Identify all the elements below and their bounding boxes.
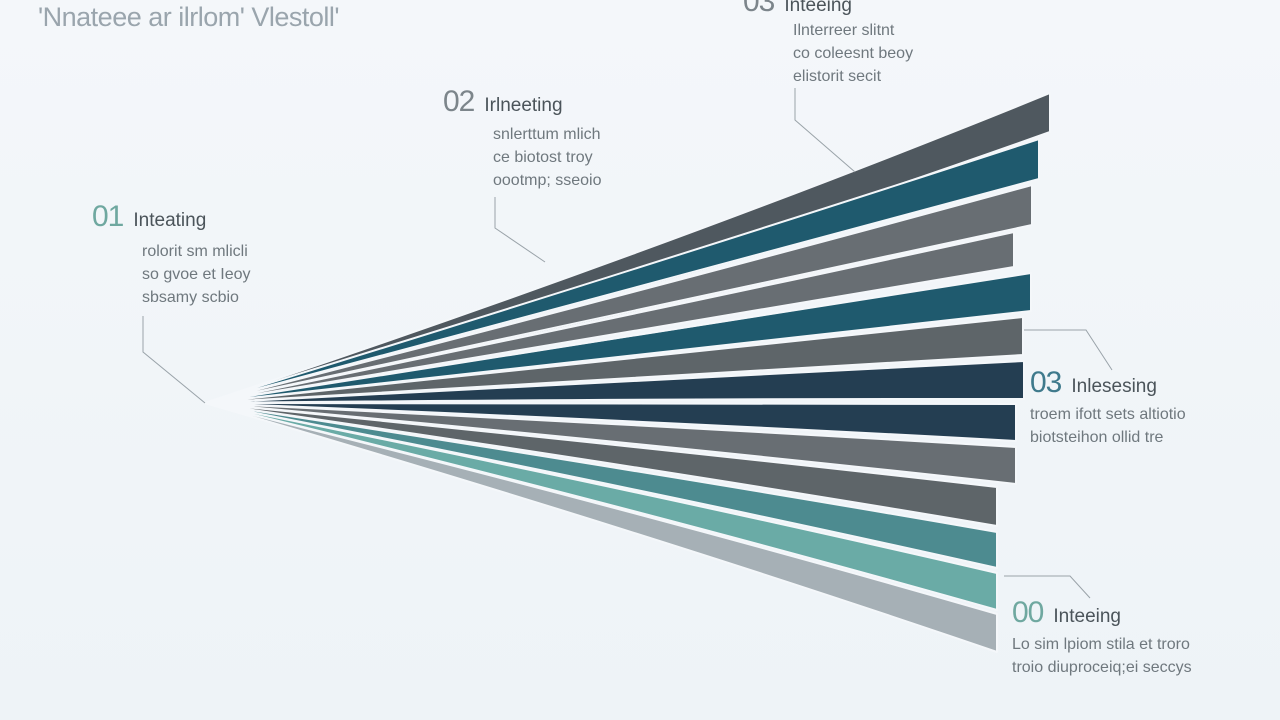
callout-heading: Inteeing (1053, 606, 1121, 627)
callout-number: 00 (1012, 596, 1044, 629)
callout-line: elistorit secit (793, 68, 882, 85)
callout-heading: Inteeing (784, 0, 852, 16)
callout-body: Lo sim lpiom stila et troro troio diupro… (1012, 633, 1192, 679)
fan-band (204, 402, 998, 569)
leader-line (1024, 329, 1113, 371)
callout-line: Ilnterreer slitnt (793, 22, 895, 39)
callout-top: 03 Inteeing Ilnterreer slitnt co coleesnt… (743, 0, 913, 88)
fan-band (204, 402, 1017, 485)
callout-02: 02 Irlneeting snlerttum mlich ce biotost … (443, 85, 602, 192)
leader-line (494, 197, 546, 263)
leader-line (794, 88, 856, 173)
callout-03: 03 Inlesesing troem ifott sets altiotio b… (1030, 366, 1186, 449)
callout-line: Lo sim lpiom stila et troro (1012, 636, 1190, 653)
fan-band (204, 401, 1017, 442)
leader-line (1004, 575, 1091, 599)
callout-number: 01 (92, 200, 124, 233)
callout-heading: Irlneeting (484, 95, 563, 116)
callout-number: 02 (443, 85, 475, 118)
callout-body: troem ifott sets altiotio biotsteihon ol… (1030, 403, 1186, 449)
callout-line: sbsamy scbio (142, 289, 239, 306)
callout-line: so gvoe et Ieoy (142, 266, 251, 283)
fan-band (204, 402, 998, 527)
callout-body: Ilnterreer slitnt co coleesnt beoy elist… (793, 19, 913, 88)
fan-band (204, 272, 1032, 404)
fan-band (204, 231, 1015, 404)
fan-band (204, 402, 998, 653)
callout-line: snlerttum mlich (493, 126, 601, 143)
callout-body: snlerttum mlich ce biotost troy oootmp; … (493, 123, 602, 192)
callout-line: troem ifott sets altiotio (1030, 406, 1186, 423)
leader-line (142, 316, 206, 404)
callout-00: 00 Inteeing Lo sim lpiom stila et troro t… (1012, 596, 1192, 679)
page-title: 'Nnateee ar ilrlom' Vlestoll' (38, 2, 340, 32)
fan-band (204, 360, 1025, 404)
callout-line: oootmp; sseoio (493, 172, 602, 189)
callout-line: ce biotost troy (493, 149, 593, 166)
fan-band (204, 138, 1040, 404)
callout-heading: Inteating (133, 210, 207, 231)
callout-body: rolorit sm mlicli so gvoe et Ieoy sbsamy… (142, 240, 251, 309)
callout-heading: Inlesesing (1071, 376, 1157, 397)
callout-line: rolorit sm mlicli (142, 243, 248, 260)
fan-band (204, 184, 1033, 404)
fan-band (204, 402, 998, 611)
callout-01: 01 Inteating rolorit sm mlicli so gvoe et… (92, 200, 251, 309)
callout-number: 03 (743, 0, 775, 18)
callout-line: co coleesnt beoy (793, 45, 914, 62)
fan-band (204, 316, 1024, 404)
callout-line: biotsteihon ollid tre (1030, 429, 1164, 446)
callout-line: troio diuproceiq;ei seccys (1012, 659, 1192, 676)
callout-number: 03 (1030, 366, 1062, 399)
